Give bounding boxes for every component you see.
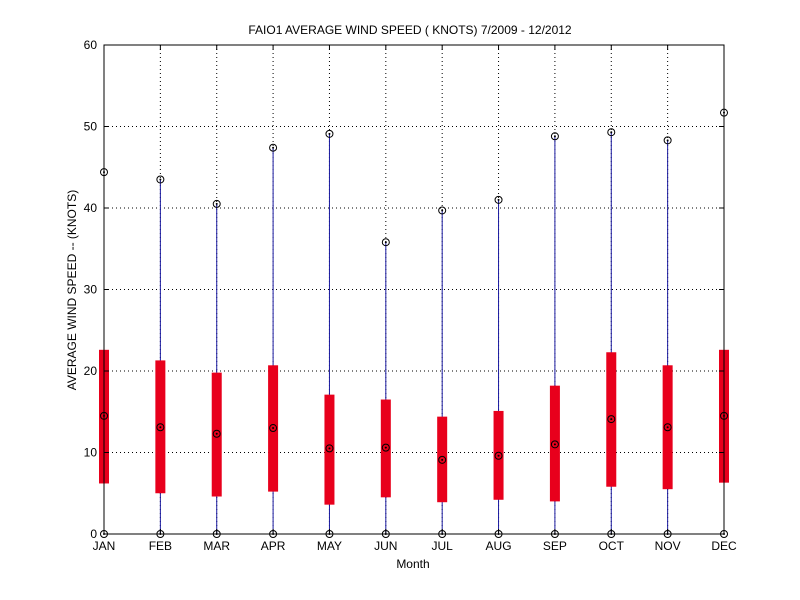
x-tick-label-may: MAY: [317, 539, 342, 553]
x-tick-label-apr: APR: [261, 539, 286, 553]
x-tick-label-nov: NOV: [655, 539, 681, 553]
median-marker-jul: [438, 455, 447, 464]
max-marker-aug: [494, 195, 503, 204]
max-marker-dot-feb: [159, 178, 162, 181]
grid-lines: [104, 45, 724, 534]
max-marker-dot-nov: [666, 139, 669, 142]
max-marker-dot-jun: [384, 241, 387, 244]
max-marker-jul: [438, 206, 447, 215]
max-marker-ring-jul: [438, 206, 447, 215]
max-marker-ring-apr: [269, 143, 278, 152]
x-tick-label-aug: AUG: [486, 539, 512, 553]
median-marker-ring-apr: [269, 424, 278, 433]
max-marker-ring-oct: [607, 128, 616, 137]
median-marker-may: [325, 444, 334, 453]
median-marker-ring-sep: [550, 440, 559, 449]
x-tick-label-dec: DEC: [711, 539, 737, 553]
y-tick-label-30: 30: [84, 283, 98, 297]
max-marker-ring-nov: [663, 136, 672, 145]
max-marker-dot-may: [328, 132, 331, 135]
y-tick-label-60: 60: [84, 38, 98, 52]
median-marker-ring-may: [325, 444, 334, 453]
x-tick-label-mar: MAR: [203, 539, 230, 553]
box-may: [324, 394, 335, 505]
max-marker-ring-aug: [494, 195, 503, 204]
max-marker-dot-aug: [497, 198, 500, 201]
median-marker-aug: [494, 451, 503, 460]
max-marker-feb: [156, 175, 165, 184]
median-marker-oct: [607, 415, 616, 424]
x-tick-label-jul: JUL: [432, 539, 454, 553]
median-marker-dot-mar: [215, 432, 218, 435]
median-marker-ring-mar: [212, 429, 221, 438]
median-marker-apr: [269, 424, 278, 433]
median-marker-sep: [550, 440, 559, 449]
max-marker-sep: [550, 132, 559, 141]
median-marker-dot-apr: [272, 427, 275, 430]
max-marker-ring-may: [325, 129, 334, 138]
max-marker-dot-oct: [610, 131, 613, 134]
y-axis-label: AVERAGE WIND SPEED -- (KNOTS): [65, 190, 79, 390]
max-marker-mar: [212, 199, 221, 208]
y-tick-label-50: 50: [84, 120, 98, 134]
median-marker-dot-sep: [553, 443, 556, 446]
median-marker-dot-may: [328, 447, 331, 450]
median-marker-ring-aug: [494, 451, 503, 460]
markers: [100, 108, 728, 538]
max-marker-dot-mar: [215, 202, 218, 205]
x-axis-label: Month: [396, 557, 429, 571]
max-marker-may: [325, 129, 334, 138]
max-marker-dot-apr: [272, 146, 275, 149]
x-tick-label-jan: JAN: [93, 539, 116, 553]
whiskers: [103, 112, 725, 534]
y-ticks: 0 10 20 30 40 50 60: [84, 38, 724, 541]
median-marker-ring-oct: [607, 415, 616, 424]
median-marker-ring-feb: [156, 423, 165, 432]
y-tick-label-0: 0: [90, 527, 97, 541]
y-tick-label-40: 40: [84, 201, 98, 215]
y-tick-label-10: 10: [84, 446, 98, 460]
median-marker-ring-jun: [381, 443, 390, 452]
median-marker-dot-oct: [610, 418, 613, 421]
x-ticks: JAN FEB MAR APR MAY JUN JUL AUG SEP OCT NOV DEC: [93, 45, 737, 553]
boxes: [99, 349, 729, 505]
median-marker-dot-aug: [497, 454, 500, 457]
median-marker-nov: [663, 423, 672, 432]
max-marker-nov: [663, 136, 672, 145]
median-marker-dot-feb: [159, 426, 162, 429]
x-tick-label-jun: JUN: [374, 539, 397, 553]
max-marker-ring-sep: [550, 132, 559, 141]
max-marker-jun: [381, 238, 390, 247]
median-marker-ring-jul: [438, 455, 447, 464]
median-marker-ring-nov: [663, 423, 672, 432]
x-tick-label-feb: FEB: [149, 539, 172, 553]
chart-title: FAIO1 AVERAGE WIND SPEED ( KNOTS) 7/2009…: [248, 23, 572, 37]
median-marker-mar: [212, 429, 221, 438]
median-marker-feb: [156, 423, 165, 432]
max-marker-dot-jul: [441, 209, 444, 212]
x-tick-label-oct: OCT: [599, 539, 625, 553]
max-marker-oct: [607, 128, 616, 137]
x-tick-label-sep: SEP: [543, 539, 567, 553]
median-marker-dot-jun: [384, 446, 387, 449]
median-marker-dot-nov: [666, 426, 669, 429]
max-marker-ring-mar: [212, 199, 221, 208]
median-marker-dot-jul: [441, 458, 444, 461]
max-marker-dot-sep: [553, 135, 556, 138]
median-marker-jun: [381, 443, 390, 452]
max-marker-ring-jun: [381, 238, 390, 247]
y-tick-label-20: 20: [84, 364, 98, 378]
max-marker-ring-feb: [156, 175, 165, 184]
max-marker-apr: [269, 143, 278, 152]
